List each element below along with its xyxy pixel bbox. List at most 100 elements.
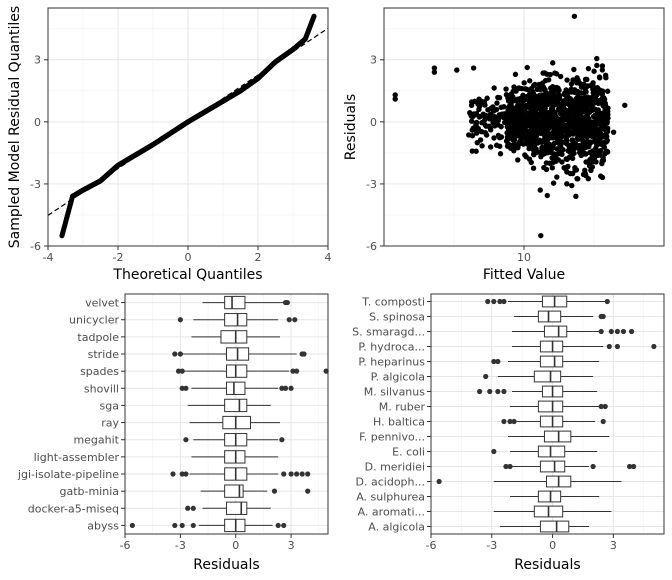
resid-fitted-point <box>588 167 594 174</box>
resid-fitted-point <box>549 165 556 171</box>
resid-fitted-point <box>501 104 507 110</box>
species-box-panel: T. composti S. spinosa S. smaragd... P. hyd… <box>352 293 665 573</box>
resid-fitted-point <box>474 130 480 136</box>
qq-x-tick-label: 0 <box>185 251 192 264</box>
species-box-outlier <box>495 388 501 395</box>
resid-fitted-point <box>517 139 523 145</box>
resid-fitted-point <box>557 73 564 80</box>
species-box-outlier <box>604 298 610 305</box>
assembler-box-outlier <box>299 471 305 477</box>
resid-fitted-point <box>530 105 536 112</box>
qq-y-tick-label: 3 <box>34 54 41 67</box>
assembler-box-outlier <box>179 368 185 374</box>
resid-fitted-point <box>553 71 560 77</box>
assembler-box-box <box>224 398 248 413</box>
resid-fitted-point <box>479 101 485 107</box>
resid-fitted-point <box>508 142 514 149</box>
resid-fitted-x-tick-label: 10 <box>517 251 531 264</box>
resid-fitted-point <box>604 149 611 155</box>
species-box-outlier <box>497 298 503 305</box>
resid-fitted-point <box>571 66 577 73</box>
resid-fitted-point <box>507 124 513 130</box>
resid-fitted-point <box>495 94 501 101</box>
resid-fitted-point <box>575 136 582 142</box>
resid-fitted-point <box>466 132 472 138</box>
resid-fitted-point <box>568 148 575 155</box>
resid-fitted-point <box>593 150 599 156</box>
resid-fitted-point <box>569 182 575 189</box>
assembler-box-outlier <box>294 471 300 477</box>
resid-fitted-point <box>573 193 579 200</box>
assembler-box-outlier <box>290 368 296 374</box>
species-box-y-tick-label: A. algicola <box>368 521 425 534</box>
resid-fitted-point <box>551 92 557 98</box>
species-box-box <box>539 415 564 428</box>
resid-fitted-point <box>560 102 567 108</box>
resid-fitted-point <box>576 110 583 117</box>
species-box-y-tick-label: D. acidoph... <box>356 476 425 489</box>
resid-fitted-point <box>589 83 595 89</box>
species-box-box <box>543 325 568 338</box>
resid-fitted-point <box>531 151 537 158</box>
resid-fitted-point <box>599 63 606 69</box>
species-box-y-tick-label: P. hydroca... <box>358 341 425 354</box>
qq-y-tick-label: -3 <box>30 178 41 191</box>
resid-fitted-point <box>483 123 489 129</box>
resid-fitted-point <box>549 145 556 151</box>
resid-fitted-point <box>497 151 504 157</box>
resid-fitted-point <box>519 115 526 121</box>
resid-fitted-point <box>595 98 601 104</box>
assembler-box-y-tick-label: abyss <box>87 519 119 532</box>
resid-fitted-point <box>499 111 505 117</box>
resid-fitted-point <box>595 118 601 125</box>
species-box-outlier <box>598 328 604 335</box>
resid-fitted-point <box>601 144 608 150</box>
assembler-box-outlier <box>279 437 285 443</box>
species-box-y-tick-label: F. pennivo... <box>359 431 425 444</box>
resid-fitted-point <box>536 137 543 143</box>
resid-fitted-point <box>550 60 556 66</box>
assembler-box-outlier <box>179 471 185 477</box>
resid-fitted-point <box>572 117 578 124</box>
assembler-box-outlier <box>284 299 290 306</box>
assembler-box-outlier <box>179 522 185 529</box>
resid-fitted-point <box>525 120 531 126</box>
resid-fitted-point <box>454 67 460 73</box>
species-box-border <box>430 293 665 535</box>
species-box-outlier <box>600 418 606 425</box>
resid-fitted-point <box>555 127 562 133</box>
resid-fitted-point <box>504 136 511 143</box>
species-box-y-tick-label: D. meridiei <box>365 461 425 474</box>
resid-fitted-point <box>601 114 608 121</box>
assembler-box-outlier <box>185 505 191 511</box>
assembler-box-outlier <box>190 505 196 511</box>
resid-fitted-point <box>524 113 530 119</box>
resid-fitted-point <box>582 167 588 174</box>
resid-fitted-point <box>589 153 595 160</box>
assembler-box-y-tick-label: gatb-minia <box>59 485 119 498</box>
assembler-box-outlier <box>177 317 183 323</box>
resid-fitted-point <box>491 135 497 141</box>
qq-panel: -4 -2 0 2 4 -6 -3 0 3 Theoretical Quantiles Sample… <box>7 6 332 283</box>
qq-x-axis-title: Theoretical Quantiles <box>112 267 262 283</box>
resid-fitted-point <box>555 157 562 163</box>
resid-fitted-point <box>468 102 475 109</box>
resid-fitted-point <box>594 62 600 69</box>
species-box-y-tick-label: A. sulphurea <box>356 491 425 504</box>
resid-fitted-point <box>533 114 540 120</box>
species-box-outlier <box>501 298 507 305</box>
resid-fitted-point <box>524 86 530 92</box>
resid-fitted-point <box>537 187 543 193</box>
resid-fitted-point <box>534 119 540 126</box>
resid-fitted-point <box>477 113 483 120</box>
resid-fitted-point <box>524 64 530 71</box>
resid-fitted-point <box>561 139 568 146</box>
resid-fitted-point <box>574 175 580 182</box>
assembler-box-y-tick-label: light-assembler <box>34 451 120 464</box>
resid-fitted-point <box>392 92 398 98</box>
resid-fitted-point <box>573 167 580 173</box>
species-box-box <box>539 340 564 353</box>
resid-fitted-point <box>600 102 606 108</box>
resid-fitted-point <box>622 102 628 108</box>
